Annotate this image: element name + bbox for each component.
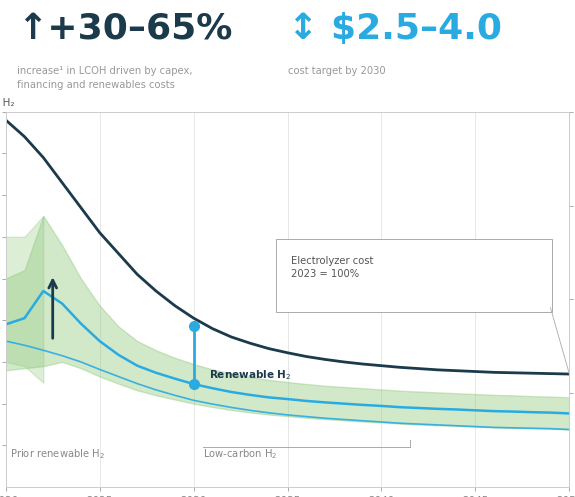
Text: Low-carbon H$_2$: Low-carbon H$_2$: [203, 447, 278, 461]
Text: Renewable H$_2$: Renewable H$_2$: [209, 368, 291, 382]
Text: Prior renewable H$_2$: Prior renewable H$_2$: [10, 447, 105, 461]
Text: Electrolyzer cost
2023 = 100%: Electrolyzer cost 2023 = 100%: [292, 255, 374, 279]
Text: USD/kg H₂: USD/kg H₂: [0, 98, 14, 108]
Text: ↑+30–65%: ↑+30–65%: [17, 12, 232, 46]
FancyBboxPatch shape: [276, 239, 553, 312]
Text: cost target by 2030: cost target by 2030: [288, 66, 385, 76]
Text: increase¹ in LCOH driven by capex,
financing and renewables costs: increase¹ in LCOH driven by capex, finan…: [17, 66, 193, 90]
Text: ↕ $2.5–4.0: ↕ $2.5–4.0: [288, 12, 501, 46]
